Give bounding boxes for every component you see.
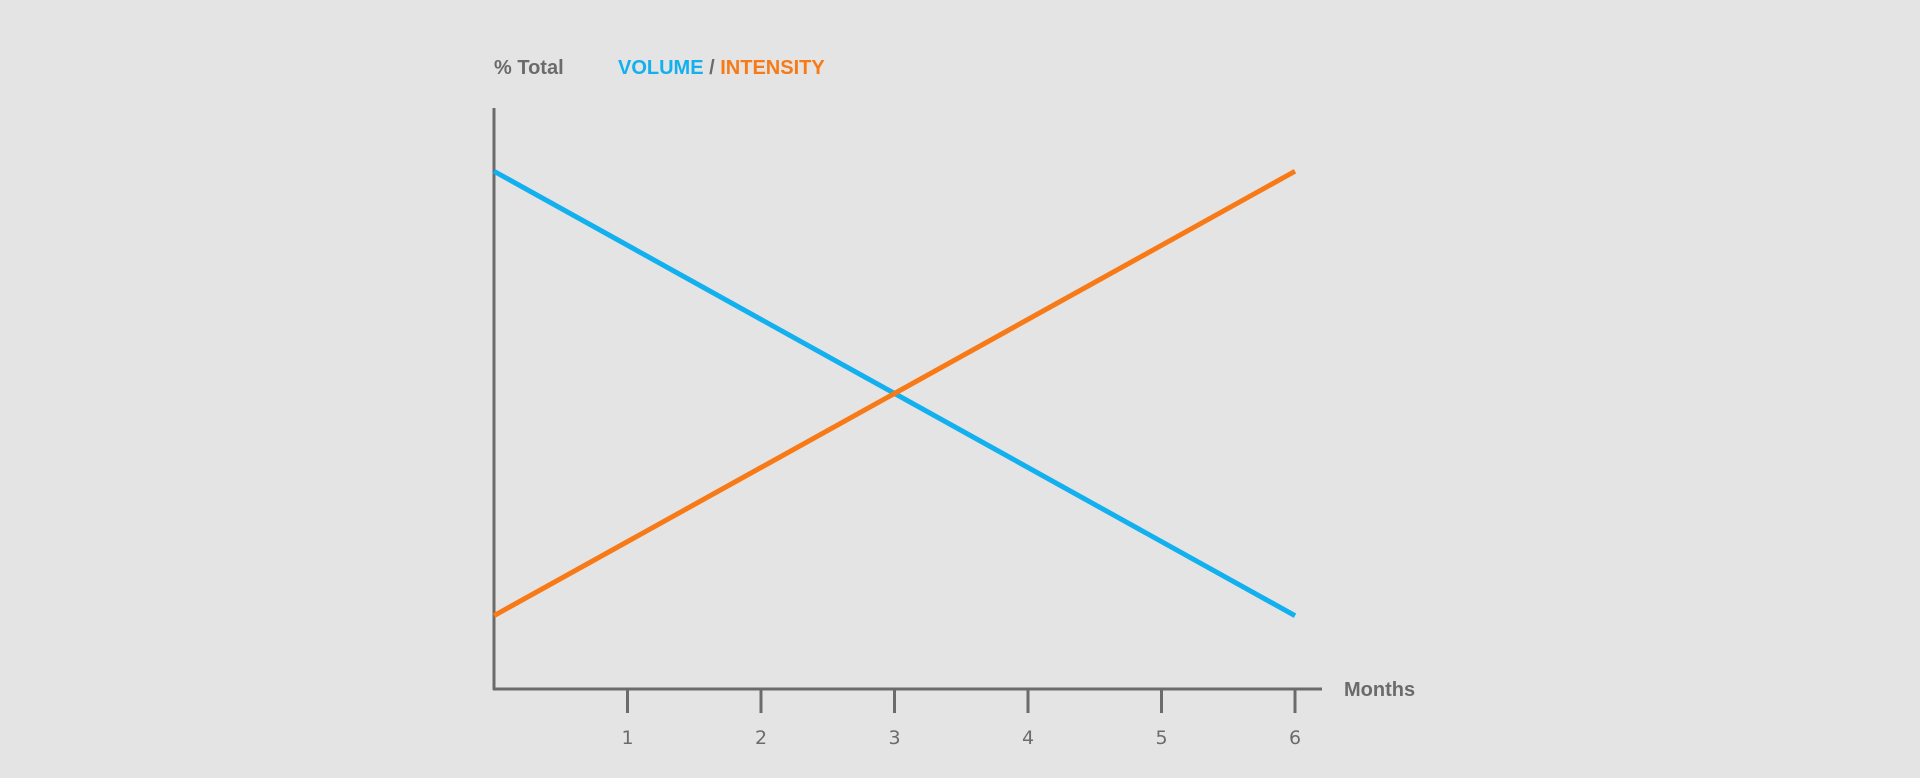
- x-tick-label: 3: [888, 727, 900, 749]
- x-axis-label: Months: [1344, 679, 1415, 701]
- legend-volume: VOLUME: [618, 57, 704, 79]
- legend: VOLUME / INTENSITY: [618, 57, 825, 79]
- legend-intensity: INTENSITY: [720, 57, 825, 79]
- x-ticks: 1 2 3 4 5 6: [621, 689, 1301, 749]
- chart-axes: [492, 108, 1322, 691]
- series-line-intensity: [492, 169, 1297, 618]
- legend-separator: /: [704, 57, 721, 79]
- y-axis-label: % Total: [494, 57, 564, 79]
- x-tick-label: 5: [1155, 727, 1167, 749]
- series-lines: [492, 169, 1297, 618]
- x-tick-label: 2: [755, 727, 767, 749]
- x-tick-label: 1: [621, 727, 633, 749]
- x-tick-label: 4: [1022, 727, 1034, 749]
- x-tick-label: 6: [1289, 727, 1301, 749]
